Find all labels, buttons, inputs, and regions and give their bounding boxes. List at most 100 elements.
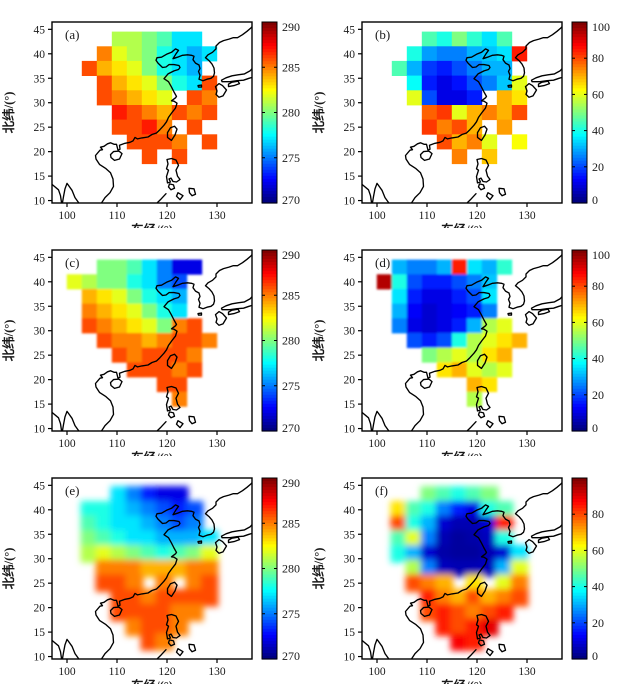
data-cell <box>110 515 129 534</box>
data-cell <box>125 530 144 548</box>
plot-frame <box>51 477 253 660</box>
colorbar-segment <box>572 328 587 333</box>
colorbar-segment <box>572 478 587 482</box>
data-cell <box>201 105 218 121</box>
colorbar-frame <box>571 477 588 660</box>
colorbar-segment <box>262 367 277 372</box>
colorbar-segment <box>262 403 277 408</box>
data-cell <box>451 105 468 121</box>
y-tick-label: 40 <box>34 49 46 61</box>
colorbar-segment <box>262 106 277 111</box>
data-cell <box>111 318 128 334</box>
colorbar-segment <box>262 535 277 539</box>
y-axis-label: 北纬/(°) <box>311 548 326 590</box>
colorbar-segment <box>572 586 587 591</box>
colorbar-segment <box>572 301 587 305</box>
data-cell <box>111 46 128 62</box>
colorbar-segment <box>262 85 277 89</box>
data-cell <box>200 574 219 592</box>
colorbar-segment <box>262 574 277 579</box>
colorbar-segment <box>262 601 277 606</box>
coastline-path <box>52 25 252 203</box>
colorbar-segment <box>262 496 277 500</box>
colorbar-segment <box>572 307 587 311</box>
data-cell <box>436 119 453 135</box>
colorbar-segment <box>262 196 277 201</box>
colorbar-segment <box>572 178 587 183</box>
data-cell <box>141 362 158 378</box>
data-cell <box>171 149 188 165</box>
panel-letter: (b) <box>375 27 390 42</box>
x-axis-label: 东经/(°) <box>441 678 483 684</box>
data-cell <box>126 90 143 106</box>
data-cell <box>495 574 514 592</box>
colorbar-segment <box>262 160 277 165</box>
colorbar-segment <box>572 340 587 345</box>
colorbar-segment <box>572 304 587 308</box>
colorbar-segment <box>262 97 277 102</box>
data-cell <box>96 75 113 91</box>
colorbar-segment <box>262 391 277 396</box>
colorbar-segment <box>262 157 277 162</box>
data-cell <box>451 303 468 319</box>
colorbar-tick-label: 0 <box>592 193 598 207</box>
colorbar-segment <box>572 199 587 204</box>
colorbar-segment <box>572 601 587 606</box>
data-cell <box>421 31 438 47</box>
colorbar-segment <box>572 394 587 399</box>
data-cell <box>450 559 469 578</box>
colorbar-segment <box>572 325 587 330</box>
data-cell <box>481 259 498 275</box>
colorbar-segment <box>572 388 587 393</box>
colorbar-segment <box>572 634 587 639</box>
colorbar-segment <box>262 493 277 497</box>
data-cell <box>510 574 529 592</box>
data-cell <box>466 318 483 334</box>
data-cell <box>171 377 188 393</box>
colorbar-segment <box>572 151 587 156</box>
colorbar-segment <box>262 394 277 399</box>
data-cell <box>406 288 423 304</box>
data-cell <box>141 119 158 135</box>
data-cell <box>171 31 188 47</box>
y-tick-label: 25 <box>34 350 46 362</box>
colorbar-segment <box>262 604 277 609</box>
data-cell <box>155 501 174 519</box>
colorbar-segment <box>572 418 587 423</box>
x-tick-label: 100 <box>58 666 76 678</box>
colorbar-segment <box>572 187 587 192</box>
colorbar-tick-label: 80 <box>592 279 604 293</box>
colorbar-segment <box>572 127 587 132</box>
data-cell <box>465 530 484 548</box>
colorbar-segment <box>572 334 587 339</box>
colorbar-segment <box>262 541 277 545</box>
panel-f: 100 110 120 130 45 40 35 30 25 20 15 10 东经/(°) 北纬/(°)… <box>310 456 619 685</box>
colorbar-tick-label: 270 <box>282 193 300 207</box>
colorbar-segment <box>572 58 587 62</box>
colorbar-segment <box>572 46 587 50</box>
colorbar-segment <box>572 559 587 564</box>
colorbar-segment <box>262 490 277 494</box>
colorbar-segment <box>572 571 587 576</box>
colorbar-tick-label: 0 <box>592 649 598 663</box>
data-cell <box>171 391 188 407</box>
y-tick-label: 30 <box>344 98 356 110</box>
colorbar: 290 285 280 275 270 <box>261 248 300 435</box>
colorbar-segment <box>572 508 587 512</box>
map-chart-b: 1001101201304540353025201510东经/(°)北纬/(°)… <box>311 20 610 237</box>
colorbar-segment <box>572 115 587 120</box>
colorbar-segment <box>262 292 277 296</box>
colorbar-tick-label: 280 <box>282 106 300 120</box>
data-cell <box>140 515 159 534</box>
y-tick-label: 20 <box>34 603 46 615</box>
colorbar-segment <box>262 40 277 44</box>
colorbar-segment <box>262 118 277 123</box>
colorbar-segment <box>572 91 587 95</box>
y-tick-label: 10 <box>34 652 46 664</box>
data-cell <box>451 46 468 62</box>
data-cell <box>406 318 423 334</box>
panel-c: 1001101201304540353025201510东经/(°)北纬/(°)… <box>0 228 309 465</box>
data-cell <box>481 105 498 121</box>
data-cell <box>125 501 144 519</box>
